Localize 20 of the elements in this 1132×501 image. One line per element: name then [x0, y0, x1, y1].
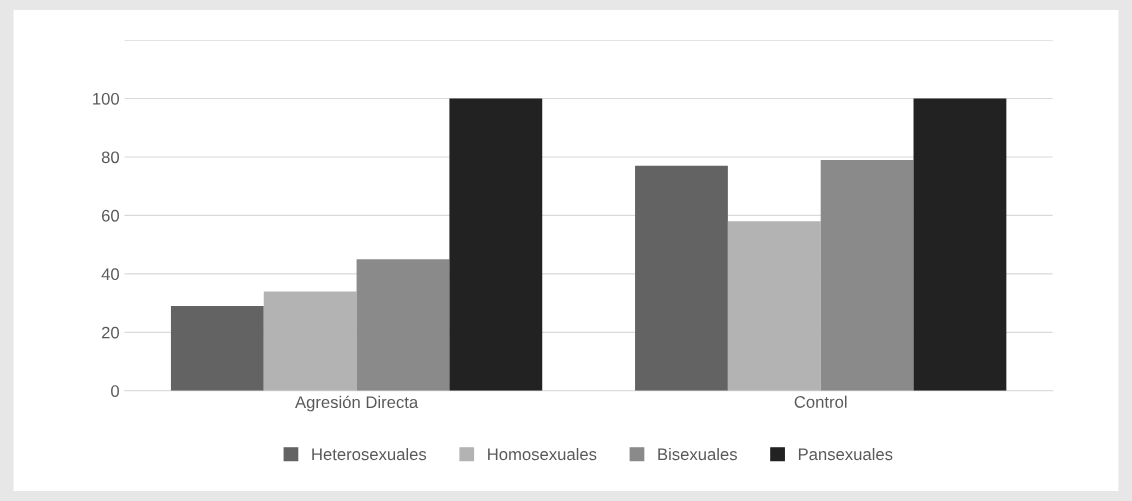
bar — [913, 98, 1007, 391]
bar — [263, 291, 357, 391]
legend-label: Pansexuales — [798, 447, 893, 461]
bar — [635, 165, 728, 391]
x-tick-label: Control — [794, 395, 847, 408]
bar — [356, 259, 450, 391]
legend-label: Homosexuales — [488, 447, 597, 461]
y-tick-label: 0 — [111, 385, 120, 397]
y-tick-label: 60 — [101, 209, 120, 222]
bar — [820, 159, 914, 391]
y-tick-label: 40 — [101, 268, 120, 281]
y-tick-label: 80 — [101, 151, 120, 164]
bar — [170, 306, 264, 391]
legend-label: Heterosexuales — [312, 447, 427, 461]
y-tick-label: 20 — [101, 326, 120, 339]
legend-label: Bisexuales — [658, 447, 737, 461]
y-tick-label: 100 — [93, 92, 120, 105]
bar — [727, 221, 821, 391]
x-tick-label: Agresión Directa — [295, 395, 419, 412]
bar — [449, 98, 543, 391]
